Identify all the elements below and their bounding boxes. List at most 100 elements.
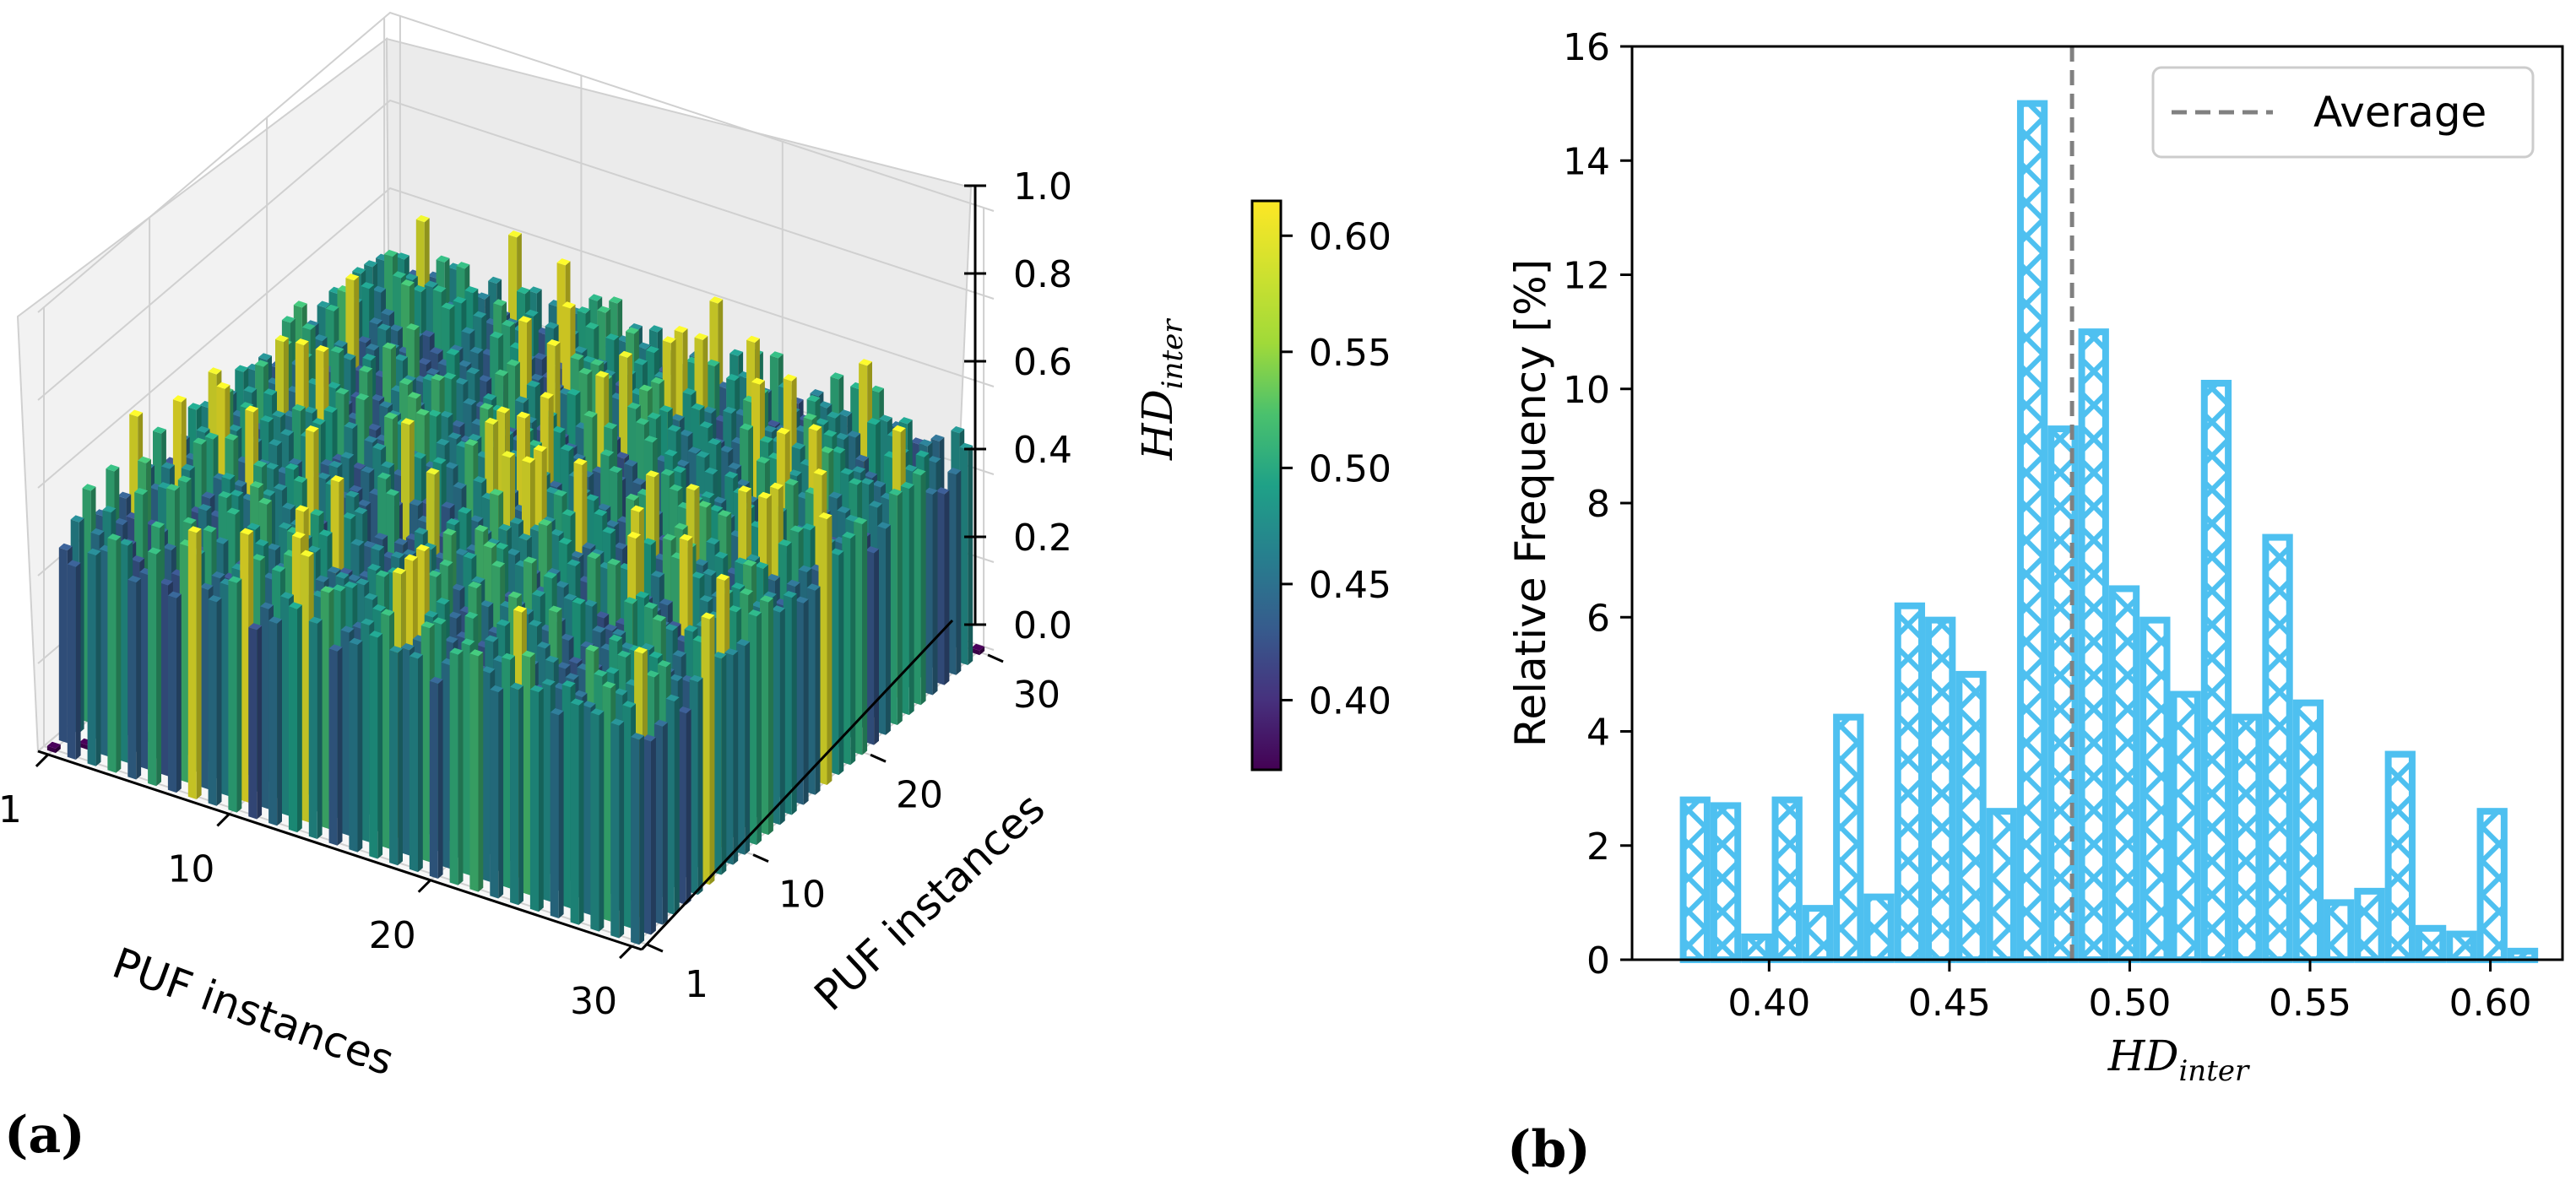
bar-3d-top	[382, 342, 396, 349]
bar-3d-top	[357, 499, 371, 506]
bar-3d-top	[751, 377, 765, 385]
bar-3d-front	[971, 647, 980, 656]
bar-3d-top	[803, 413, 817, 420]
bar-3d-top	[818, 512, 832, 520]
bar-3d-top	[573, 346, 588, 354]
bar-3d-top	[507, 359, 520, 366]
bar-3d-top	[691, 403, 705, 410]
bar-3d-side	[944, 490, 950, 685]
bar-3d-top	[697, 501, 712, 508]
bar-3d-top	[454, 548, 469, 556]
bar-3d-top	[379, 401, 393, 409]
bar-3d-top	[689, 674, 703, 682]
bar-3d-top	[469, 649, 484, 657]
bar-3d-top	[643, 436, 658, 443]
bar-3d-top	[602, 527, 616, 534]
colorbar-tick-label: 0.40	[1309, 679, 1391, 723]
bar-3d	[842, 531, 856, 766]
bar-3d-top	[622, 701, 636, 708]
bar-3d-top	[245, 405, 259, 413]
bar-3d-top	[766, 420, 780, 427]
bar-3d-top	[367, 563, 382, 571]
bar-3d-top	[401, 643, 415, 651]
bar-3d-top	[573, 690, 588, 698]
bar-3d-top	[361, 282, 375, 290]
histogram-bar	[2292, 699, 2324, 963]
bar-3d-top	[558, 537, 572, 545]
bar-3d-top	[748, 609, 762, 617]
bar-3d-front	[268, 620, 278, 826]
bar-3d	[701, 612, 715, 885]
bar-3d-top	[556, 662, 571, 669]
bar-3d-top	[469, 346, 484, 354]
bar-3d-top	[263, 388, 277, 396]
bar-3d-front	[148, 551, 157, 787]
bar-3d-top	[409, 499, 423, 506]
bar-3d-front	[401, 647, 409, 856]
bar-3d-top	[624, 597, 637, 604]
bar-3d-side	[956, 470, 962, 675]
bar-3d-top	[660, 468, 675, 476]
bar-3d-top	[490, 685, 504, 693]
histogram-bar	[2415, 924, 2447, 964]
bar-3d-top	[415, 214, 430, 223]
bar-3d-top	[427, 409, 442, 417]
bar-3d-side	[357, 641, 363, 853]
bar-3d-top	[431, 374, 445, 382]
bar-3d-front	[677, 711, 686, 905]
histogram-bar	[1925, 616, 1956, 963]
y-tick-label-3d: 1	[685, 963, 708, 1006]
y-tick-label: 10	[1563, 369, 1610, 412]
bar-3d-top	[776, 427, 790, 435]
bar-3d-top	[475, 524, 489, 533]
bar-3d-top	[582, 701, 596, 708]
bar-3d-top	[377, 323, 391, 331]
bar-3d-top	[328, 644, 343, 652]
x-tick-3d	[417, 879, 431, 893]
bar-3d-top	[281, 316, 296, 323]
bar-3d-top	[704, 467, 719, 475]
bar-3d-top	[344, 581, 358, 588]
bar-3d-front	[260, 606, 269, 809]
bar-3d-top	[626, 327, 639, 334]
bar-3d-top	[631, 733, 644, 740]
bar-3d-front	[701, 616, 710, 885]
bar-3d-top	[828, 491, 843, 499]
bar-3d-top	[624, 459, 637, 467]
bar-3d	[935, 487, 950, 685]
bar-3d-top	[585, 494, 599, 501]
bar-3d-side	[639, 735, 644, 945]
bar-3d-top	[129, 409, 144, 417]
bar-3d-top	[518, 316, 532, 323]
colorbar-ticks: 0.40 0.45 0.50 0.55 0.60	[1281, 215, 1391, 723]
x-axis-line-3d	[37, 750, 643, 951]
bar-3d-side	[578, 701, 584, 925]
bar-3d-top	[609, 634, 623, 642]
bar-3d-top	[627, 531, 641, 539]
bar-3d-top	[708, 438, 722, 446]
bar-3d-top	[453, 482, 467, 490]
bar-3d-top	[473, 311, 487, 318]
bar-3d	[677, 706, 691, 905]
bar-3d-top	[755, 561, 768, 569]
bar-3d-top	[545, 655, 559, 663]
bar-3d-top	[342, 512, 356, 520]
bar-3d-front	[713, 656, 722, 875]
bar-3d-front	[653, 723, 663, 925]
bar-3d-front	[643, 739, 651, 935]
bar-3d-front	[107, 538, 117, 773]
bar-3d-top	[381, 308, 394, 316]
bar-3d-top	[602, 681, 616, 689]
bar-3d-top	[436, 438, 450, 446]
bar-3d-top	[58, 543, 73, 551]
bar-3d-front	[865, 550, 875, 745]
bar-3d-top	[293, 475, 307, 483]
bar-3d-top	[280, 592, 294, 599]
bar-3d-front	[127, 579, 137, 780]
bar-3d-top	[702, 406, 717, 414]
bar-3d-top	[258, 497, 272, 505]
bar-3d-top	[106, 464, 120, 472]
bar-3d-top	[543, 571, 557, 579]
bar-3d-top	[560, 633, 574, 641]
bar-3d-top	[252, 554, 266, 561]
